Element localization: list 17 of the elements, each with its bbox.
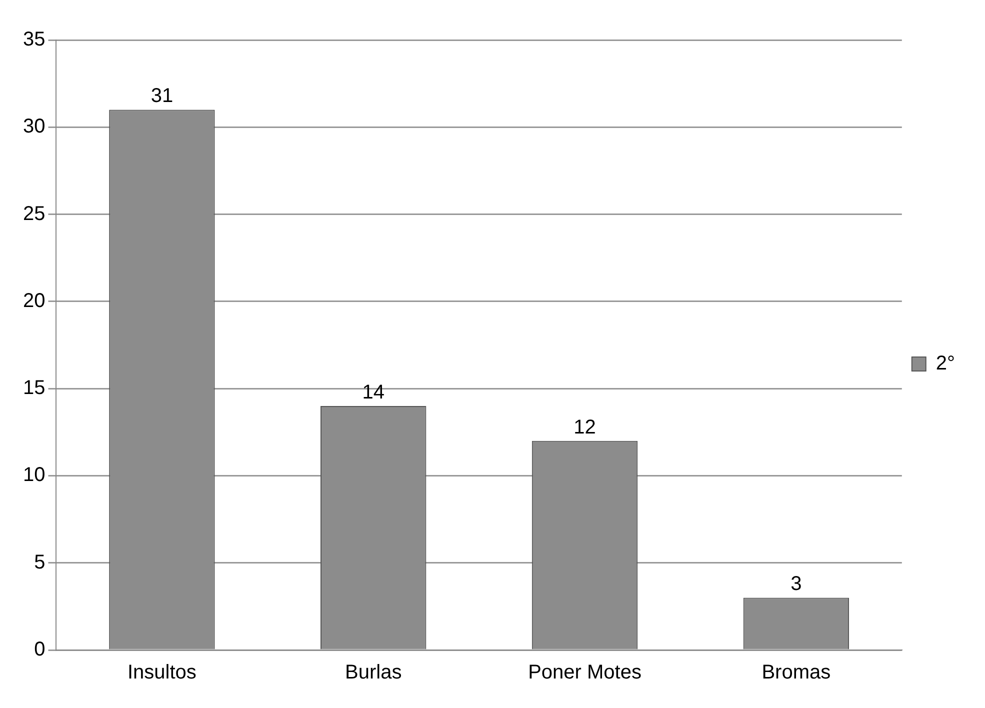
x-tick-label: Poner Motes xyxy=(528,662,642,684)
y-tick-label: 0 xyxy=(34,638,46,661)
y-tick-label: 25 xyxy=(22,202,46,225)
y-tick-label: 15 xyxy=(22,377,46,400)
data-label: 31 xyxy=(150,85,174,108)
x-tick-label: Insultos xyxy=(127,662,196,684)
y-tick-label: 30 xyxy=(22,116,46,138)
y-tick-label: 5 xyxy=(34,551,46,574)
y-tick-label: 35 xyxy=(22,28,46,51)
legend-label: 2° xyxy=(936,352,956,375)
data-label: 14 xyxy=(362,382,384,404)
y-tick-label: 20 xyxy=(22,290,46,312)
x-tick-label: Bromas xyxy=(762,662,831,684)
data-label: 12 xyxy=(574,416,596,438)
x-tick-label: Burlas xyxy=(345,662,402,684)
y-tick-label: 10 xyxy=(22,464,46,486)
data-label: 3 xyxy=(790,573,802,596)
